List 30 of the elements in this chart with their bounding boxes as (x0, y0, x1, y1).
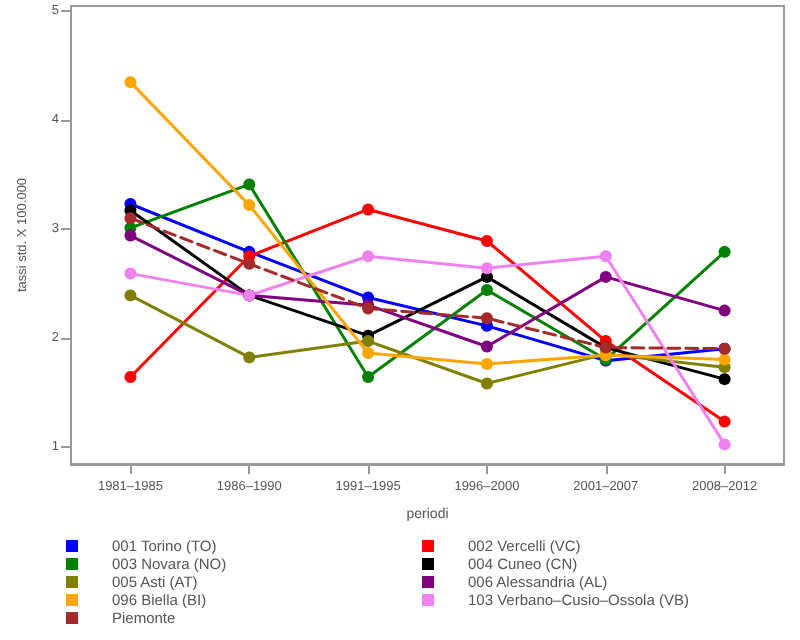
point (599, 250, 612, 263)
point (124, 267, 137, 280)
point (718, 415, 731, 428)
point (362, 250, 375, 263)
point (480, 262, 493, 275)
point (362, 347, 375, 360)
point (480, 234, 493, 247)
point (362, 335, 375, 348)
point (124, 76, 137, 89)
point (718, 438, 731, 451)
point (480, 312, 493, 325)
point (362, 203, 375, 216)
point (243, 178, 256, 191)
point (480, 357, 493, 370)
point (718, 245, 731, 258)
point (124, 212, 137, 225)
point (480, 340, 493, 353)
point (124, 370, 137, 383)
point (480, 377, 493, 390)
point (718, 304, 731, 317)
point (718, 373, 731, 386)
point (243, 199, 256, 212)
point (599, 270, 612, 283)
point (243, 257, 256, 270)
point (480, 283, 493, 296)
point (362, 370, 375, 383)
point (124, 289, 137, 302)
point (124, 229, 137, 242)
point (718, 353, 731, 366)
point (243, 351, 256, 364)
